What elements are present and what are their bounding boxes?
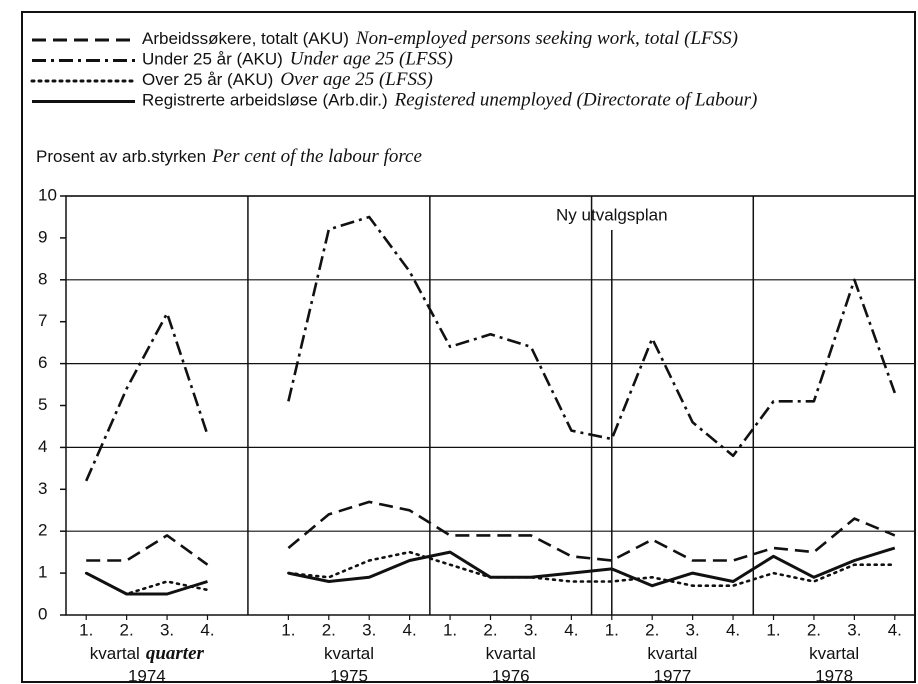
x-tick-label: 4. — [200, 620, 214, 639]
x-tick-label: 4. — [564, 620, 578, 639]
frame — [21, 11, 916, 683]
legend-name: Under 25 år (AKU) — [142, 50, 283, 69]
y-tick-label: 2 — [38, 521, 47, 540]
group-label: kvartal — [647, 644, 697, 663]
series-line — [287, 500, 896, 562]
group-label: kvartal quarter — [90, 643, 205, 664]
legend-name: Over 25 år (AKU) — [142, 70, 273, 89]
legend-name-en: Over age 25 (LFSS) — [280, 69, 433, 90]
group-label-no: kvartal — [486, 644, 536, 663]
x-tick-label: 4. — [726, 620, 740, 639]
x-tick-label: 2. — [483, 620, 497, 639]
series-line — [85, 312, 209, 482]
legend-name-en: Non-employed persons seeking work, total… — [355, 28, 738, 49]
y-tick-label: 1 — [38, 563, 47, 582]
x-tick-label: 3. — [847, 620, 861, 639]
series-line — [85, 571, 208, 596]
x-tick-label: 2. — [645, 620, 659, 639]
series-line — [288, 546, 896, 588]
series-line — [86, 534, 209, 566]
legend-name: Registrerte arbeidsløse (Arb.dir.) — [142, 91, 388, 110]
x-tick-label: 2. — [322, 620, 336, 639]
y-tick-label: 10 — [38, 185, 57, 204]
y-axis-label: Prosent av arb.styrken Per cent of the la… — [36, 146, 422, 167]
y-tick-label: 0 — [38, 604, 47, 623]
x-tick-label: 1. — [443, 620, 457, 639]
legend-name-en: Under age 25 (LFSS) — [290, 49, 453, 70]
y-tick-label: 3 — [38, 479, 47, 498]
annotation: Ny utvalgsplan — [556, 205, 668, 224]
y-tick-label: 4 — [38, 437, 47, 456]
x-tick-label: 2. — [120, 620, 134, 639]
legend-name: Arbeidssøkere, totalt (AKU) — [142, 29, 349, 48]
x-tick-label: 1. — [281, 620, 295, 639]
x-tick-label: 2. — [807, 620, 821, 639]
group-label: kvartal — [486, 644, 536, 663]
legend-entry: Arbeidssøkere, totalt (AKU) Non-employed … — [142, 28, 738, 49]
legend-name-en: Registered unemployed (Directorate of La… — [394, 90, 758, 111]
x-tick-label: 4. — [403, 620, 417, 639]
y-label-no: Prosent av arb.styrken — [36, 147, 206, 166]
group-year: 1975 — [330, 666, 368, 684]
plot-area — [65, 195, 916, 616]
x-tick-label: 4. — [888, 620, 902, 639]
legend-entry: Under 25 år (AKU) Under age 25 (LFSS) — [142, 49, 453, 70]
y-tick-label: 9 — [38, 227, 47, 246]
group-year: 1974 — [128, 666, 166, 684]
legend-entry: Over 25 år (AKU) Over age 25 (LFSS) — [142, 69, 433, 90]
group-year: 1976 — [492, 666, 530, 684]
y-tick-label: 7 — [38, 311, 47, 330]
legend-entry: Registrerte arbeidsløse (Arb.dir.) Regist… — [142, 90, 757, 111]
series-line — [287, 550, 897, 587]
x-tick-label: 3. — [362, 620, 376, 639]
group-label-en: quarter — [146, 643, 205, 664]
group-year: 1977 — [654, 666, 692, 684]
y-tick-label: 6 — [38, 353, 47, 372]
group-label: kvartal — [809, 644, 859, 663]
group-label-no: kvartal — [647, 644, 697, 663]
x-tick-label: 3. — [524, 620, 538, 639]
x-tick-label: 1. — [79, 620, 93, 639]
group-year: 1978 — [815, 666, 853, 684]
group-label-no: kvartal — [90, 644, 140, 663]
y-tick-label: 5 — [38, 395, 47, 414]
group-label: kvartal — [324, 644, 374, 663]
x-tick-label: 3. — [160, 620, 174, 639]
x-tick-label: 1. — [605, 620, 619, 639]
group-label-no: kvartal — [324, 644, 374, 663]
x-tick-label: 1. — [766, 620, 780, 639]
y-label-en: Per cent of the labour force — [211, 146, 422, 167]
x-tick-label: 3. — [686, 620, 700, 639]
series-line — [287, 215, 897, 458]
y-tick-label: 8 — [38, 269, 47, 288]
group-label-no: kvartal — [809, 644, 859, 663]
